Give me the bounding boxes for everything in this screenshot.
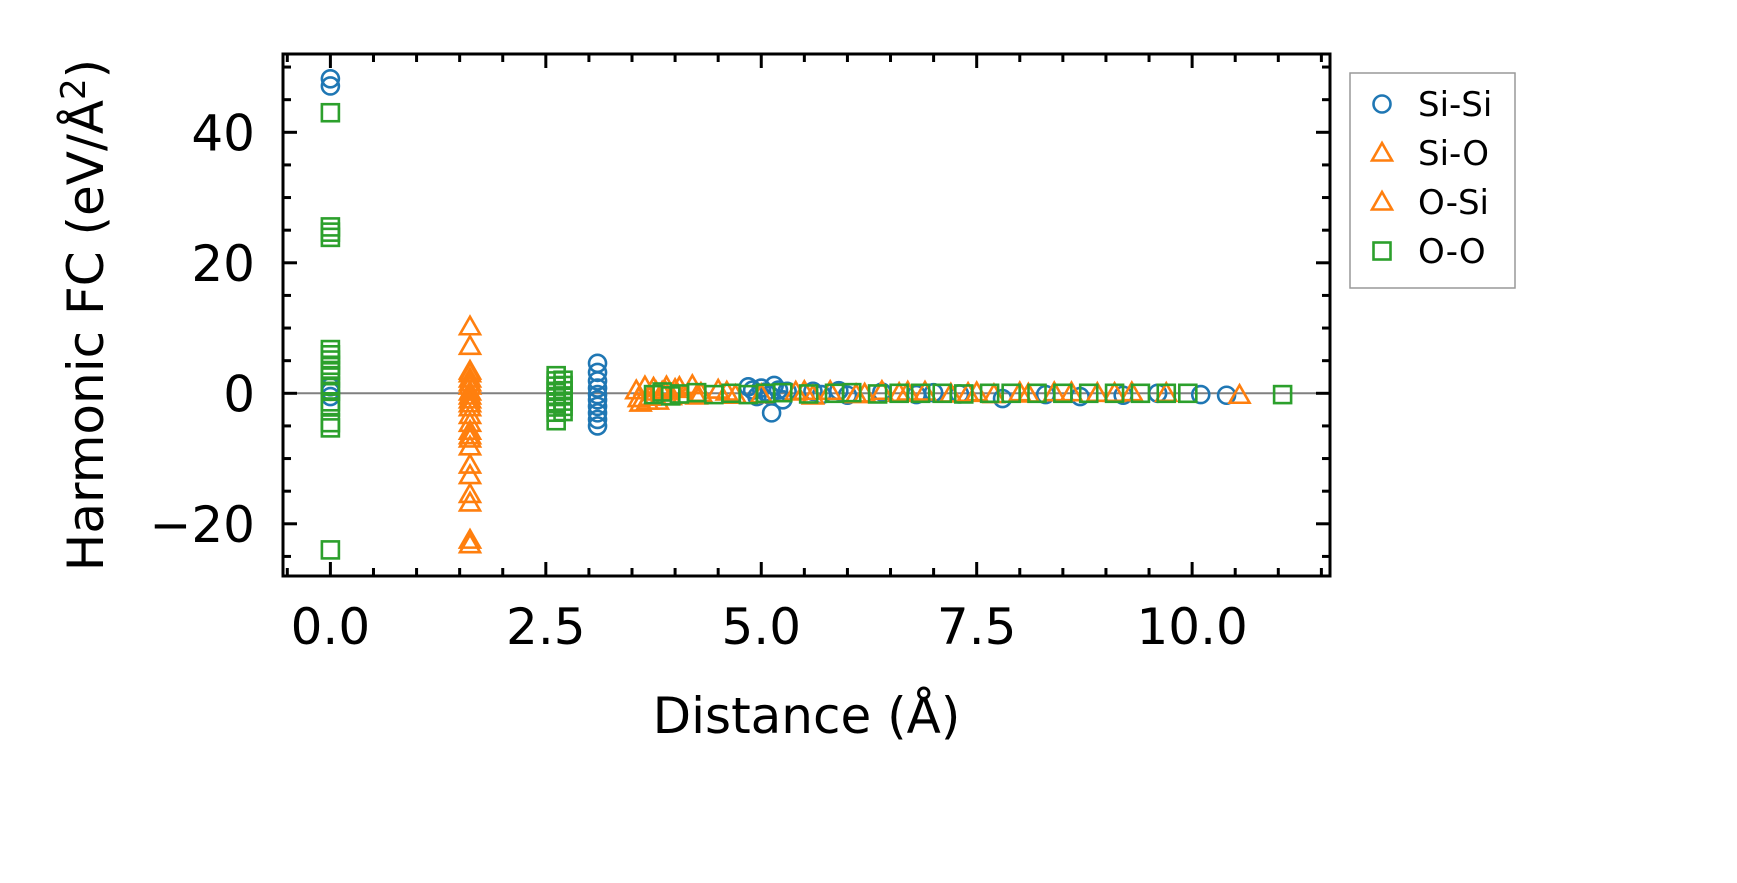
y-tick-label: 20 — [191, 235, 255, 293]
x-axis-label: Distance (Å) — [653, 687, 961, 745]
data-point-si-si — [587, 371, 608, 391]
legend-label: O-Si — [1418, 183, 1489, 223]
legend: Si-Si Si-O O-Si O-O — [1349, 72, 1516, 289]
data-point-o-o — [953, 384, 974, 404]
y-axis-label-main: Harmonic FC (eV/Å — [57, 100, 115, 571]
data-point-o-si — [457, 370, 483, 392]
data-point-o-o — [979, 383, 1000, 404]
data-point-si-si — [320, 76, 341, 96]
legend-items: Si-Si Si-O O-Si O-O — [1369, 85, 1492, 272]
data-point-si-si — [587, 362, 608, 383]
data-point-si-o — [457, 314, 483, 336]
scatter-points — [320, 68, 1293, 560]
legend-label: O-O — [1418, 232, 1486, 272]
data-point-si-si — [587, 403, 608, 423]
y-tick-label: 0 — [223, 365, 255, 423]
data-point-o-o — [1178, 383, 1198, 404]
data-point-o-o — [320, 227, 341, 248]
legend-marker — [1372, 241, 1392, 261]
data-point-o-si — [684, 383, 709, 405]
series-si-o — [457, 314, 1252, 549]
data-point-si-si — [761, 403, 782, 423]
data-point-o-o — [867, 384, 888, 404]
data-point-o-si — [457, 532, 483, 554]
y-axis-label: Harmonic FC (eV/Å2) — [54, 59, 115, 571]
data-point-o-o — [320, 217, 341, 237]
legend-marker — [1372, 94, 1392, 114]
data-point-si-si — [587, 416, 608, 436]
legend-item-si-si: Si-Si — [1372, 85, 1492, 125]
data-point-o-si — [457, 490, 483, 512]
legend-box — [1349, 72, 1516, 289]
legend-item-o-si: O-Si — [1369, 183, 1489, 223]
data-point-o-o — [1078, 383, 1099, 404]
data-point-o-o — [320, 540, 341, 560]
data-point-o-o — [320, 381, 341, 402]
data-point-o-o — [798, 384, 819, 404]
y-axis-label-superscript: 2 — [54, 78, 94, 100]
legend-label: Si-O — [1418, 134, 1489, 174]
data-point-si-o — [457, 426, 483, 448]
plot-frame — [281, 52, 1332, 578]
data-point-o-o — [1001, 383, 1021, 404]
data-point-si-si — [320, 68, 341, 89]
legend-marker — [1369, 189, 1395, 211]
x-tick-label: 7.5 — [937, 598, 1017, 656]
axis-ticks — [283, 54, 1330, 576]
x-tick-labels: 0.0 2.5 5.0 7.5 10.0 — [291, 598, 1248, 656]
y-axis-label-close: ) — [57, 59, 115, 79]
data-point-si-si — [587, 396, 608, 417]
legend-label: Si-Si — [1418, 85, 1492, 125]
data-point-si-o — [457, 481, 483, 504]
data-point-o-o — [320, 222, 341, 242]
data-point-si-o — [457, 452, 483, 474]
data-point-o-o — [320, 418, 341, 438]
series-o-o — [320, 102, 1293, 560]
data-point-o-o — [932, 383, 953, 404]
x-tick-label: 10.0 — [1136, 598, 1247, 656]
data-point-o-o — [1104, 383, 1125, 404]
data-point-o-si — [457, 383, 483, 405]
data-point-o-o — [1027, 383, 1047, 404]
plot-area — [281, 52, 1332, 578]
x-tick-label: 2.5 — [506, 598, 586, 656]
data-point-si-si — [1190, 384, 1211, 405]
data-point-o-o — [1053, 383, 1073, 404]
data-point-o-o — [320, 397, 341, 417]
legend-item-si-o: Si-O — [1369, 134, 1489, 174]
data-point-o-o — [1272, 384, 1293, 405]
data-point-o-o — [1130, 383, 1151, 404]
x-tick-label: 5.0 — [721, 598, 801, 656]
data-point-o-o — [320, 365, 341, 386]
y-tick-labels: −20 0 20 40 — [149, 104, 255, 554]
data-point-o-o — [910, 383, 931, 404]
data-point-o-si — [457, 361, 483, 383]
data-point-si-si — [587, 390, 608, 410]
data-point-o-si — [457, 391, 483, 413]
legend-item-o-o: O-O — [1372, 232, 1486, 272]
data-point-si-si — [768, 380, 789, 400]
data-point-si-o — [457, 333, 483, 356]
y-tick-label: −20 — [149, 496, 255, 554]
data-point-o-si — [457, 423, 483, 445]
data-point-o-o — [1156, 383, 1177, 404]
data-point-o-o — [320, 102, 341, 123]
data-point-o-o — [889, 383, 909, 404]
data-point-si-si — [587, 409, 608, 430]
data-point-o-o — [553, 401, 573, 422]
data-point-si-o — [457, 527, 483, 549]
data-point-o-o — [841, 382, 862, 403]
legend-marker — [1369, 140, 1395, 162]
x-tick-label: 0.0 — [291, 598, 371, 656]
data-point-o-o — [773, 382, 793, 403]
data-point-si-o — [1227, 382, 1252, 405]
y-tick-label: 40 — [191, 104, 255, 162]
